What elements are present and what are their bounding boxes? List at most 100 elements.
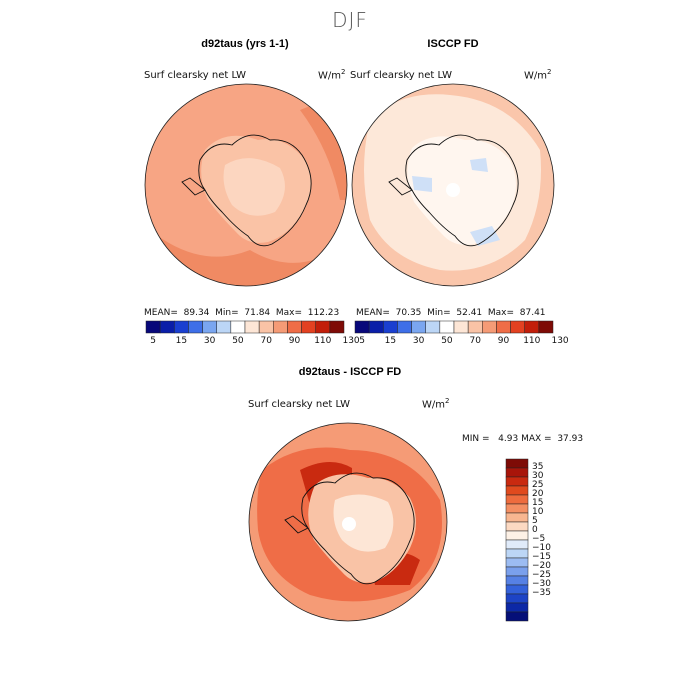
colorbar-1-swatch	[145, 320, 161, 334]
colorbar-3-swatch	[505, 548, 529, 559]
colorbar-1-swatch	[273, 320, 288, 334]
colorbar-2-swatch	[453, 320, 469, 334]
colorbar-1-swatch	[301, 320, 316, 334]
panel3-stats: MIN = 4.93 MAX = 37.93	[462, 434, 584, 444]
colorbar-1-swatch	[315, 320, 331, 334]
colorbar-1-tick-label: 110	[314, 336, 332, 346]
colorbar-2-tick-label: 15	[384, 336, 397, 346]
colorbar-3-tick-label: −20	[532, 561, 551, 571]
colorbar-3-swatch	[505, 521, 529, 532]
colorbar-3-tick-label: 35	[532, 462, 544, 472]
colorbar-2-swatch	[538, 320, 554, 334]
colorbar-1-tick-label: 70	[260, 336, 272, 346]
colorbar-3-swatch	[505, 593, 529, 604]
colorbar-3-swatch	[505, 557, 529, 568]
colorbar-1-tick-label: 50	[232, 336, 244, 346]
panel3-units: W/m2	[422, 397, 450, 411]
map2-pole-hole	[446, 183, 460, 197]
colorbar-1-swatch	[258, 320, 274, 334]
colorbar-2-swatch	[383, 320, 398, 334]
colorbar-1-swatch	[216, 320, 232, 334]
colorbar-2-swatch	[482, 320, 497, 334]
colorbar-1-tick-label: 130	[342, 336, 360, 346]
colorbar-3-swatch	[505, 611, 529, 622]
colorbar-2-tick-label: 70	[469, 336, 481, 346]
colorbar-3	[505, 458, 529, 622]
colorbar-2-swatch	[439, 320, 455, 334]
colorbar-3-swatch	[505, 485, 529, 496]
colorbar-1-tick-label: 30	[203, 336, 216, 346]
colorbar-1-swatch	[202, 320, 217, 334]
colorbar-1-swatch	[188, 320, 203, 334]
colorbar-3-swatch	[505, 566, 529, 577]
map1	[145, 84, 347, 286]
map3-pole-hole	[342, 517, 356, 531]
colorbar-1-swatch	[159, 320, 175, 334]
colorbar-3-tick-label: 10	[532, 507, 544, 517]
colorbar-2-tick-label: 110	[523, 336, 541, 346]
colorbar-3-tick-label: 5	[532, 516, 538, 526]
map1-boundary	[144, 83, 348, 287]
panel3-variable-label: Surf clearsky net LW	[248, 399, 351, 410]
colorbar-3-tick-label: 0	[532, 525, 538, 535]
colorbar-3-swatch	[505, 530, 529, 541]
map3-antarctica-interior	[333, 494, 394, 552]
main-title: DJF	[332, 8, 368, 32]
colorbar-3-tick-label: −35	[532, 588, 551, 598]
panel2-variable-label: Surf clearsky net LW	[350, 70, 453, 81]
colorbar-3-tick-label: 25	[532, 480, 544, 490]
colorbar-2-swatch	[397, 320, 412, 334]
map3-coastline	[284, 472, 415, 585]
panel1-variable-label: Surf clearsky net LW	[144, 70, 247, 81]
map3-boundary	[248, 422, 448, 622]
colorbar-2-swatch	[368, 320, 384, 334]
panel1-units: W/m2	[318, 68, 346, 82]
map1-coastline	[181, 134, 312, 247]
colorbar-3-swatch	[505, 575, 529, 586]
colorbar-3-swatch	[505, 539, 529, 550]
colorbar-3-tick-label: 15	[532, 498, 544, 508]
colorbar-2-tick-label: 5	[359, 336, 365, 346]
colorbar-1-swatch	[287, 320, 302, 334]
colorbar-2	[354, 320, 554, 334]
colorbar-3-tick-label: 30	[532, 471, 544, 481]
colorbar-2-tick-label: 30	[412, 336, 425, 346]
map2-boundary	[351, 83, 555, 287]
colorbar-1-swatch	[230, 320, 246, 334]
colorbar-2-swatch	[425, 320, 441, 334]
colorbar-3-tick-label: −10	[532, 543, 551, 553]
colorbar-2-swatch	[510, 320, 525, 334]
colorbar-1-swatch	[244, 320, 260, 334]
map1-antarctica-interior	[223, 158, 285, 216]
colorbar-1-tick-label: 5	[150, 336, 156, 346]
colorbar-3-tick-label: −15	[532, 552, 551, 562]
colorbar-3-tick-label: −5	[532, 534, 546, 544]
panel2-stats: MEAN= 70.35 Min= 52.41 Max= 87.41	[356, 308, 546, 318]
panel2-title: ISCCP FD	[427, 38, 479, 50]
colorbar-3-swatch	[505, 476, 529, 487]
colorbar-3-swatch	[505, 494, 529, 505]
colorbar-3-swatch	[505, 512, 529, 523]
colorbar-3-tick-label: −25	[532, 570, 551, 580]
map2-coastline	[388, 134, 519, 247]
panel1-title: d92taus (yrs 1-1)	[201, 38, 289, 50]
colorbar-2-swatch	[524, 320, 540, 334]
panel1-stats: MEAN= 89.34 Min= 71.84 Max= 112.23	[144, 308, 340, 318]
map2-cool-patch-west	[412, 176, 432, 192]
colorbar-2-swatch	[467, 320, 483, 334]
colorbar-2-tick-label: 90	[497, 336, 510, 346]
colorbar-3-tick-label: 20	[532, 489, 544, 499]
colorbar-1-tick-label: 15	[175, 336, 188, 346]
colorbar-2-swatch	[411, 320, 426, 334]
panel2-units: W/m2	[524, 68, 552, 82]
colorbar-3-tick-label: −30	[532, 579, 551, 589]
map2-cool-patch-south	[470, 226, 500, 246]
colorbar-1-swatch	[174, 320, 189, 334]
map2-cool-patch-east	[470, 158, 488, 172]
colorbar-2-tick-label: 130	[551, 336, 569, 346]
colorbar-3-swatch	[505, 503, 529, 514]
colorbar-1-swatch	[329, 320, 345, 334]
colorbar-3-swatch	[505, 458, 529, 469]
colorbar-1	[145, 320, 345, 334]
